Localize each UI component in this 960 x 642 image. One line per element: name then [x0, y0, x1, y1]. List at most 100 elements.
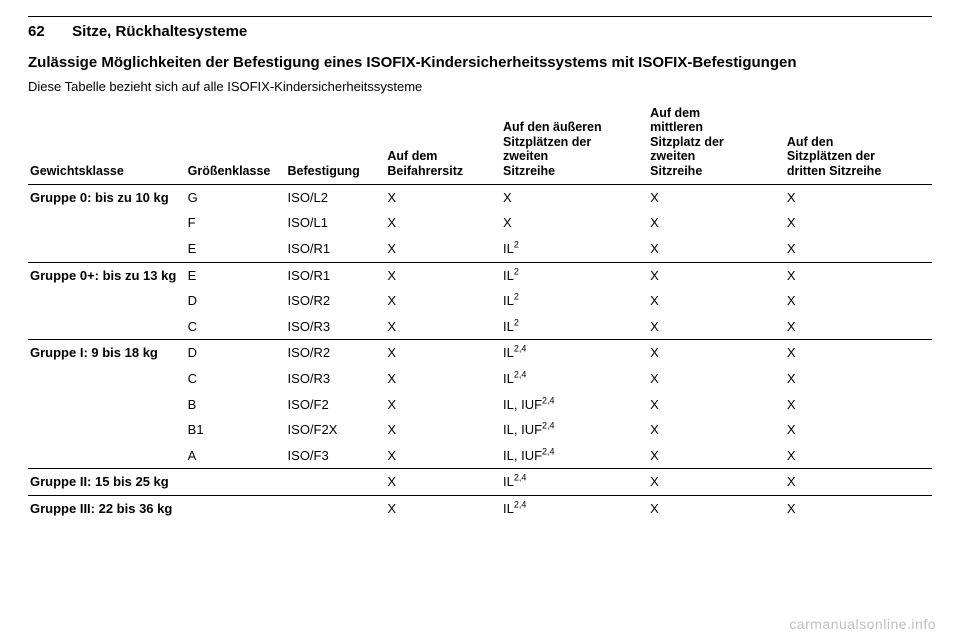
table-row: AISO/F3XIL, IUF2,4XX	[28, 443, 932, 469]
cell-second-outer: X	[501, 210, 648, 236]
cell-third-row: X	[785, 366, 932, 392]
cell-front-passenger: X	[385, 469, 501, 496]
cell-third-row: X	[785, 262, 932, 288]
cell-weight-class	[28, 443, 186, 469]
table-row: DISO/R2XIL2XX	[28, 288, 932, 314]
cell-front-passenger: X	[385, 417, 501, 443]
cell-second-center: X	[648, 314, 785, 340]
table-body: Gruppe 0: bis zu 10 kgGISO/L2XXXXFISO/L1…	[28, 184, 932, 521]
cell-second-outer: IL, IUF2,4	[501, 443, 648, 469]
cell-fixture: ISO/F2	[286, 392, 386, 418]
col-front-passenger: Auf dem Beifahrersitz	[385, 106, 501, 184]
section-subtitle: Diese Tabelle bezieht sich auf alle ISOF…	[28, 79, 932, 94]
table-row: CISO/R3XIL2XX	[28, 314, 932, 340]
cell-second-outer: IL, IUF2,4	[501, 417, 648, 443]
cell-second-outer: IL2,4	[501, 366, 648, 392]
cell-front-passenger: X	[385, 184, 501, 210]
cell-second-center: X	[648, 262, 785, 288]
top-rule	[28, 16, 932, 17]
footnote-ref: 2,4	[514, 473, 527, 483]
cell-third-row: X	[785, 210, 932, 236]
cell-second-outer: IL2	[501, 236, 648, 262]
cell-weight-class: Gruppe II: 15 bis 25 kg	[28, 469, 186, 496]
cell-fixture: ISO/R2	[286, 340, 386, 366]
cell-weight-class: Gruppe 0: bis zu 10 kg	[28, 184, 186, 210]
cell-fixture	[286, 496, 386, 522]
cell-size-class: D	[186, 288, 286, 314]
col-third-row: Auf den Sitzplätzen der dritten Sitzreih…	[785, 106, 932, 184]
table-row: Gruppe 0: bis zu 10 kgGISO/L2XXXX	[28, 184, 932, 210]
page-number: 62	[28, 23, 68, 40]
col-second-row-center: Auf dem mittleren Sitzplatz der zweiten …	[648, 106, 785, 184]
cell-front-passenger: X	[385, 236, 501, 262]
cell-size-class: E	[186, 236, 286, 262]
cell-third-row: X	[785, 443, 932, 469]
cell-second-center: X	[648, 288, 785, 314]
cell-front-passenger: X	[385, 314, 501, 340]
cell-second-outer: IL2,4	[501, 340, 648, 366]
cell-fixture: ISO/R3	[286, 314, 386, 340]
footnote-ref: 2	[514, 318, 519, 328]
cell-fixture	[286, 469, 386, 496]
cell-front-passenger: X	[385, 392, 501, 418]
table-row: Gruppe II: 15 bis 25 kgXIL2,4XX	[28, 469, 932, 496]
footnote-ref: 2	[514, 266, 519, 276]
cell-second-center: X	[648, 443, 785, 469]
cell-second-center: X	[648, 366, 785, 392]
col-weight-class: Gewichtsklasse	[28, 106, 186, 184]
cell-size-class: A	[186, 443, 286, 469]
page-header: 62 Sitze, Rückhaltesysteme	[28, 23, 932, 40]
cell-weight-class	[28, 314, 186, 340]
cell-size-class: C	[186, 314, 286, 340]
cell-size-class	[186, 496, 286, 522]
cell-second-center: X	[648, 210, 785, 236]
cell-fixture: ISO/R3	[286, 366, 386, 392]
cell-third-row: X	[785, 496, 932, 522]
cell-second-center: X	[648, 392, 785, 418]
table-row: EISO/R1XIL2XX	[28, 236, 932, 262]
cell-third-row: X	[785, 314, 932, 340]
cell-fixture: ISO/F2X	[286, 417, 386, 443]
cell-fixture: ISO/R1	[286, 236, 386, 262]
cell-weight-class: Gruppe III: 22 bis 36 kg	[28, 496, 186, 522]
cell-weight-class: Gruppe I: 9 bis 18 kg	[28, 340, 186, 366]
footnote-ref: 2,4	[542, 421, 555, 431]
cell-size-class: B	[186, 392, 286, 418]
cell-front-passenger: X	[385, 340, 501, 366]
cell-fixture: ISO/R1	[286, 262, 386, 288]
footnote-ref: 2,4	[514, 370, 527, 380]
cell-second-outer: IL2,4	[501, 469, 648, 496]
footnote-ref: 2,4	[514, 500, 527, 510]
cell-second-outer: IL2	[501, 262, 648, 288]
table-row: B1ISO/F2XXIL, IUF2,4XX	[28, 417, 932, 443]
cell-fixture: ISO/F3	[286, 443, 386, 469]
col-second-row-outer: Auf den äußeren Sitzplätzen der zweiten …	[501, 106, 648, 184]
table-row: BISO/F2XIL, IUF2,4XX	[28, 392, 932, 418]
cell-weight-class	[28, 210, 186, 236]
cell-front-passenger: X	[385, 496, 501, 522]
cell-weight-class	[28, 392, 186, 418]
cell-size-class: G	[186, 184, 286, 210]
cell-fixture: ISO/L1	[286, 210, 386, 236]
cell-size-class	[186, 469, 286, 496]
cell-size-class: E	[186, 262, 286, 288]
cell-weight-class	[28, 417, 186, 443]
footnote-ref: 2	[514, 240, 519, 250]
cell-front-passenger: X	[385, 210, 501, 236]
cell-second-center: X	[648, 469, 785, 496]
cell-weight-class	[28, 366, 186, 392]
cell-front-passenger: X	[385, 262, 501, 288]
cell-second-center: X	[648, 184, 785, 210]
cell-second-outer: IL, IUF2,4	[501, 392, 648, 418]
table-header-row: Gewichtsklasse Größenklasse Befestigung …	[28, 106, 932, 184]
cell-third-row: X	[785, 236, 932, 262]
cell-weight-class	[28, 288, 186, 314]
isofix-table: Gewichtsklasse Größenklasse Befestigung …	[28, 106, 932, 522]
cell-size-class: D	[186, 340, 286, 366]
footnote-ref: 2,4	[514, 344, 527, 354]
section-title: Zulässige Möglichkeiten der Befestigung …	[28, 54, 932, 71]
watermark-text: carmanualsonline.info	[789, 616, 936, 632]
cell-fixture: ISO/R2	[286, 288, 386, 314]
cell-front-passenger: X	[385, 288, 501, 314]
cell-front-passenger: X	[385, 366, 501, 392]
